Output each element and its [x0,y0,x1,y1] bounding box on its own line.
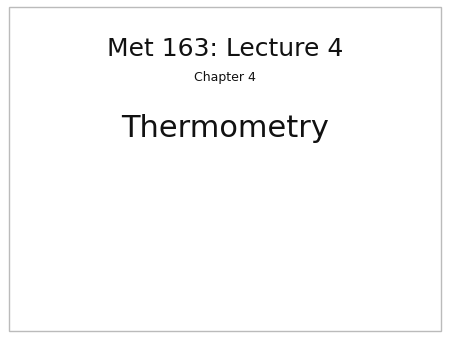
Text: Chapter 4: Chapter 4 [194,71,256,84]
Text: Met 163: Lecture 4: Met 163: Lecture 4 [107,37,343,61]
Text: Thermometry: Thermometry [121,114,329,143]
